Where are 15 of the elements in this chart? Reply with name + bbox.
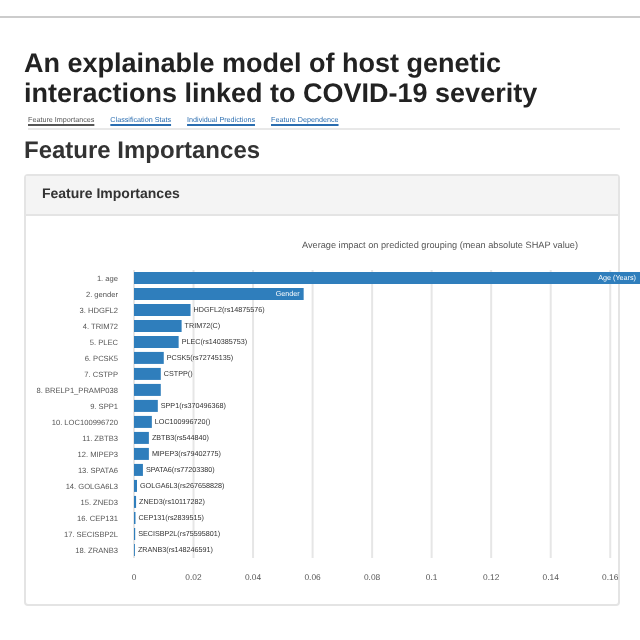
bar bbox=[134, 399, 158, 412]
chart-title: An explainable model of host genetic interactions linked to COVID-19 severity bbox=[24, 48, 540, 108]
bar bbox=[134, 463, 143, 476]
bar bbox=[134, 287, 304, 300]
bar bbox=[134, 383, 161, 396]
bar bbox=[134, 431, 149, 444]
bar bbox=[134, 271, 640, 284]
chart-subtitle: Feature Importances bbox=[24, 136, 261, 164]
bar bbox=[134, 303, 191, 316]
bar bbox=[134, 415, 152, 428]
bar bbox=[134, 447, 149, 460]
bar bbox=[134, 367, 161, 380]
bar bbox=[134, 351, 164, 364]
bar bbox=[134, 319, 182, 332]
bar bbox=[134, 335, 179, 348]
